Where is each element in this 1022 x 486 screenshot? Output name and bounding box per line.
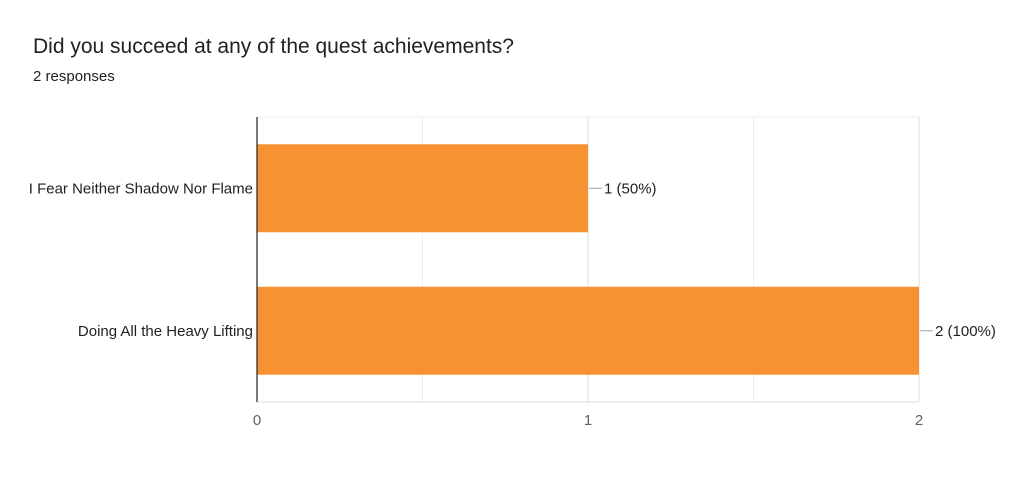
bar: [257, 144, 588, 233]
category-label: I Fear Neither Shadow Nor Flame: [29, 180, 253, 197]
x-tick-label: 0: [253, 412, 261, 429]
value-label: 2 (100%): [935, 323, 996, 340]
bar: [257, 286, 919, 375]
category-label: Doing All the Heavy Lifting: [78, 323, 253, 340]
question-title: Did you succeed at any of the quest achi…: [33, 35, 514, 58]
response-count: 2 responses: [33, 68, 115, 85]
x-tick-label: 2: [915, 412, 923, 429]
value-label: 1 (50%): [604, 180, 657, 197]
x-tick-label: 1: [584, 412, 592, 429]
